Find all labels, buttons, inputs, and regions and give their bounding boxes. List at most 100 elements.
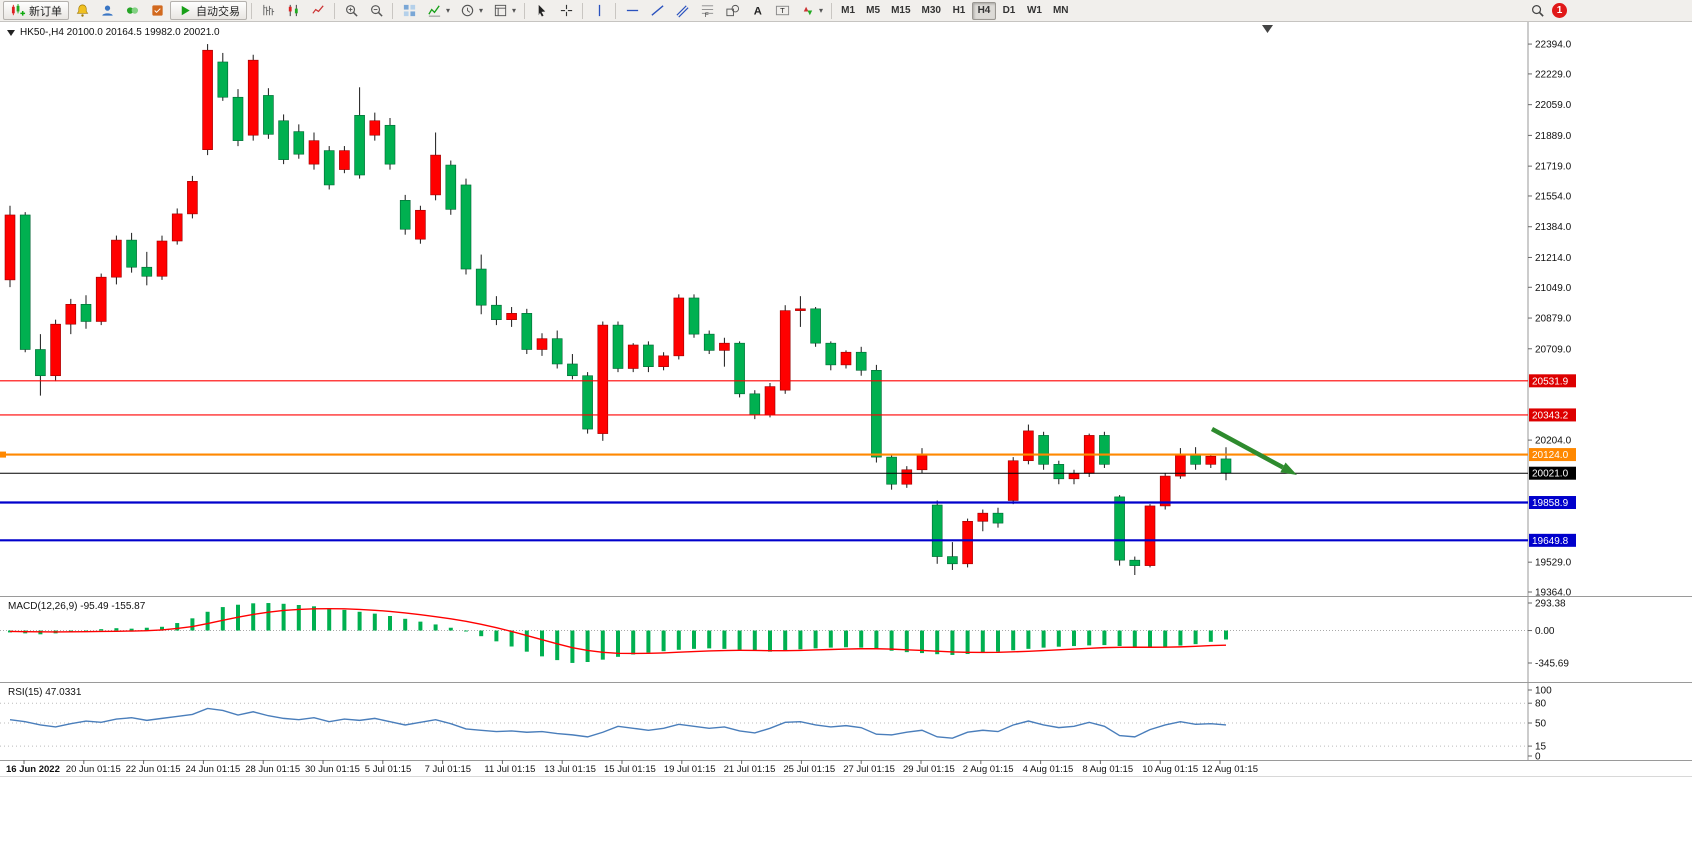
- macd-axis-label: -345.69: [1535, 659, 1569, 670]
- notification-badge[interactable]: 1: [1552, 3, 1567, 18]
- toolbar-separator: [524, 2, 526, 19]
- timeframe-m15-button[interactable]: M15: [891, 5, 911, 16]
- timeframe-m5-button[interactable]: M5: [866, 5, 881, 16]
- price-axis-label: 19529.0: [1535, 558, 1572, 569]
- play-icon: [177, 3, 193, 19]
- search-icon[interactable]: [1529, 3, 1545, 19]
- arrows-button[interactable]: ▾: [795, 1, 827, 20]
- equidistant-channel-button[interactable]: [670, 1, 694, 20]
- zoom-out-icon: [368, 3, 384, 19]
- time-axis-label: 19 Jul 01:15: [664, 764, 716, 775]
- channel-icon: [674, 3, 690, 19]
- svg-text:20343.2: 20343.2: [1532, 410, 1569, 421]
- metaeditor-button[interactable]: [145, 1, 169, 20]
- line-handle[interactable]: [0, 451, 6, 458]
- shapes-button[interactable]: [720, 1, 744, 20]
- hline-icon: [624, 3, 640, 19]
- time-axis-label: 21 Jul 01:15: [724, 764, 776, 775]
- vline-icon: [591, 3, 607, 19]
- new-order-button-label: 新订单: [29, 5, 62, 18]
- toolbar-separator: [615, 2, 617, 19]
- svg-text:A: A: [753, 6, 761, 18]
- periods-button[interactable]: ▾: [455, 1, 487, 20]
- fibonacci-button[interactable]: F: [695, 1, 719, 20]
- bar-chart-icon: [260, 3, 276, 19]
- timeframe-mn-button[interactable]: MN: [1052, 5, 1069, 16]
- macd-values: -95.49 -155.87: [80, 601, 146, 612]
- time-axis-label: 8 Aug 01:15: [1082, 764, 1133, 775]
- crosshair-button[interactable]: [554, 1, 578, 20]
- time-axis-label: 20 Jun 01:15: [66, 764, 121, 775]
- bar-chart-button[interactable]: [256, 1, 280, 20]
- bell-icon: [74, 3, 90, 19]
- fibonacci-icon: F: [699, 3, 715, 19]
- rsi-axis-label: 50: [1535, 719, 1547, 730]
- auto-trading-button[interactable]: 自动交易: [170, 1, 247, 20]
- chart-shift-marker: [1262, 25, 1273, 33]
- timeframe-d1-button[interactable]: D1: [1002, 5, 1016, 16]
- macd-histogram: [8, 603, 1228, 663]
- timeframe-m30-button[interactable]: M30: [921, 5, 941, 16]
- time-axis[interactable]: 16 Jun 2022 20 Jun 01:15 22 Jun 01:15 24 Ju…: [6, 760, 1258, 775]
- price-axis-label: 21049.0: [1535, 283, 1572, 294]
- templates-button[interactable]: ▾: [488, 1, 520, 20]
- alerts-button[interactable]: [70, 1, 94, 20]
- order-icon: [10, 3, 26, 19]
- candles-icon: [285, 3, 301, 19]
- rsi-axis-label: 80: [1535, 699, 1547, 710]
- indicators-button[interactable]: ▾: [422, 1, 454, 20]
- chevron-down-icon: ▾: [819, 6, 824, 15]
- market-watch-button[interactable]: [120, 1, 144, 20]
- price-axis-badge: 19858.9: [1529, 496, 1576, 510]
- chevron-down-icon: ▾: [512, 6, 517, 15]
- macd-axis-label: 293.38: [1535, 599, 1566, 610]
- timeframe-w1-button[interactable]: W1: [1026, 5, 1042, 16]
- price-axis-label: 21889.0: [1535, 131, 1572, 142]
- new-order-button[interactable]: 新订单: [3, 1, 69, 20]
- tile-windows-button[interactable]: [397, 1, 421, 20]
- vertical-line-button[interactable]: [587, 1, 611, 20]
- svg-text:T: T: [780, 6, 785, 15]
- down-arrow-annotation[interactable]: [1210, 427, 1297, 475]
- candlestick-chart-button[interactable]: [281, 1, 305, 20]
- time-axis-label: 27 Jul 01:15: [843, 764, 895, 775]
- line-chart-button[interactable]: [306, 1, 330, 20]
- cursor-button[interactable]: [529, 1, 553, 20]
- svg-text:20531.9: 20531.9: [1532, 376, 1569, 387]
- price-axis-label: 20709.0: [1535, 344, 1572, 355]
- text-button[interactable]: A: [745, 1, 769, 20]
- zoom-in-button[interactable]: [339, 1, 363, 20]
- time-axis-label: 13 Jul 01:15: [544, 764, 596, 775]
- text-label-button[interactable]: T: [770, 1, 794, 20]
- svg-text:19858.9: 19858.9: [1532, 498, 1569, 509]
- macd-indicator-label: MACD(12,26,9) -95.49 -155.87: [8, 601, 145, 612]
- price-axis-badge: 20343.2: [1529, 408, 1576, 422]
- rsi-axis-label: 15: [1535, 742, 1547, 753]
- rsi-name: RSI(15): [8, 687, 43, 698]
- timeframe-h1-button[interactable]: H1: [952, 5, 966, 16]
- rsi-axis-label: 100: [1535, 686, 1552, 697]
- toolbar-separator: [251, 2, 252, 19]
- toolbar-separator: [831, 2, 833, 19]
- zoom-in-icon: [343, 3, 359, 19]
- trendline-button[interactable]: [645, 1, 669, 20]
- time-axis-label: 12 Aug 01:15: [1202, 764, 1258, 775]
- timeframe-m1-button[interactable]: M1: [841, 5, 856, 16]
- chart-menu-icon[interactable]: [7, 29, 15, 36]
- label-icon: T: [774, 3, 790, 19]
- time-axis-label: 10 Aug 01:15: [1142, 764, 1198, 775]
- price-axis[interactable]: 22394.0 22229.0 22059.0 21889.0 21719.0 21554…: [1528, 40, 1576, 599]
- toolbar-separator: [392, 2, 393, 19]
- horizontal-line-button[interactable]: [620, 1, 644, 20]
- price-axis-label: 21384.0: [1535, 222, 1572, 233]
- chevron-down-icon: ▾: [479, 6, 484, 15]
- time-axis-label: 24 Jun 01:15: [185, 764, 240, 775]
- macd-signal-line: [9, 607, 1227, 655]
- zoom-out-button[interactable]: [364, 1, 388, 20]
- price-axis-badge: 20124.0: [1529, 448, 1576, 462]
- timeframe-h4-button[interactable]: H4: [971, 1, 996, 20]
- arrows-icon: [799, 3, 815, 19]
- svg-text:20021.0: 20021.0: [1532, 469, 1569, 480]
- profiles-button[interactable]: [95, 1, 119, 20]
